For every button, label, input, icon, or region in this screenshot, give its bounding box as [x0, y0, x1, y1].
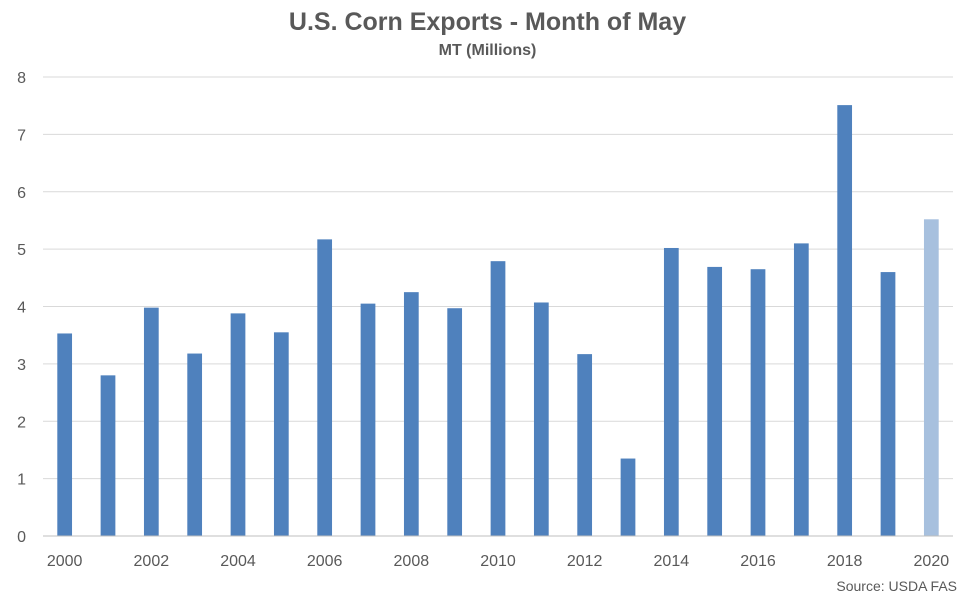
y-tick-label: 5 — [17, 242, 26, 259]
x-tick-label: 2010 — [480, 553, 516, 570]
x-tick-label: 2018 — [827, 553, 863, 570]
y-tick-label: 1 — [17, 472, 26, 489]
x-tick-label: 2000 — [47, 553, 83, 570]
bar-2001 — [100, 375, 116, 536]
chart-title: U.S. Corn Exports - Month of May — [288, 8, 687, 36]
y-tick-label: 3 — [17, 357, 26, 374]
bar-2014 — [663, 247, 679, 537]
x-tick-label: 2012 — [567, 553, 603, 570]
bar-2013 — [620, 458, 636, 536]
bar-2020 — [923, 219, 939, 537]
y-tick-label: 7 — [17, 127, 26, 144]
bar-2008 — [403, 292, 419, 536]
x-tick-label: 2016 — [740, 553, 776, 570]
x-tick-label: 2014 — [654, 553, 690, 570]
bar-2019 — [880, 272, 896, 536]
axes: 0 1 2 3 4 5 6 7 8 2000 2002 2004 2006 2008 2010 2012 201… — [17, 70, 953, 570]
bar-2010 — [490, 261, 506, 536]
bar-2017 — [793, 243, 809, 536]
bar-2007 — [360, 303, 376, 536]
x-tick-label: 2008 — [394, 553, 430, 570]
bar-2009 — [447, 308, 463, 536]
bar-2016 — [750, 269, 766, 536]
bar-2015 — [707, 266, 723, 536]
x-tick-label: 2002 — [134, 553, 170, 570]
x-tick-label: 2004 — [220, 553, 256, 570]
y-tick-label: 8 — [17, 70, 26, 87]
y-tick-label: 4 — [17, 300, 26, 317]
bar-2006 — [317, 239, 333, 536]
bar-2003 — [187, 353, 203, 536]
bars — [57, 105, 939, 537]
bar-2012 — [577, 354, 593, 536]
bar-2000 — [57, 333, 73, 536]
x-tick-label: 2006 — [307, 553, 343, 570]
source-note: Source: USDA FAS — [836, 578, 957, 594]
x-tick-label: 2020 — [914, 553, 950, 570]
y-tick-label: 6 — [17, 185, 26, 202]
chart-subtitle: MT (Millions) — [438, 42, 537, 59]
y-tick-label: 0 — [17, 529, 26, 546]
bar-2018 — [837, 105, 853, 537]
bar-2005 — [273, 332, 289, 536]
bar-2004 — [230, 313, 246, 536]
y-tick-label: 2 — [17, 414, 26, 431]
bar-2002 — [143, 307, 159, 536]
bar-2011 — [533, 302, 549, 536]
